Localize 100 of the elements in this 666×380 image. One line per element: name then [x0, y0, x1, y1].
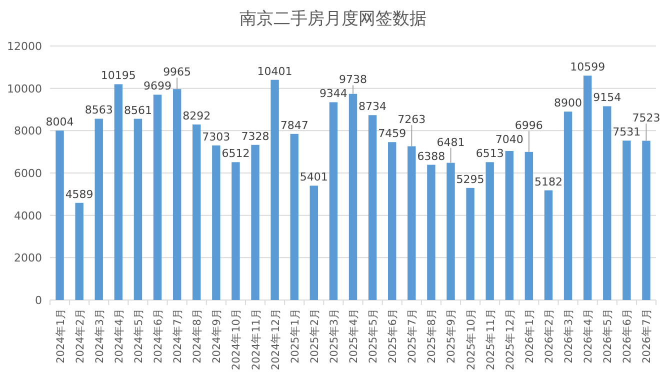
bar [388, 142, 396, 300]
x-tick-label: 2025年5月 [368, 308, 380, 364]
bar [310, 186, 318, 300]
bar [94, 118, 103, 300]
x-tick-label: 2025年8月 [426, 308, 438, 364]
x-tick-label: 2026年4月 [582, 308, 595, 364]
bar [486, 162, 494, 300]
y-tick-label: 10000 [7, 82, 42, 96]
data-label: 7523 [632, 112, 660, 125]
bar [172, 89, 182, 300]
x-tick-label: 2026年2月 [543, 308, 556, 364]
data-label: 10401 [257, 64, 292, 78]
data-label: 7531 [612, 126, 641, 139]
data-label: 10195 [100, 69, 136, 82]
x-tick-label: 2024年3月 [94, 308, 106, 364]
data-label: 7847 [280, 118, 308, 132]
x-tick-label: 2026年1月 [524, 308, 536, 364]
data-label: 6996 [514, 119, 543, 132]
data-label: 7459 [378, 127, 406, 140]
y-tick-label: 12000 [7, 40, 42, 53]
x-tick-label: 2026年7月 [641, 308, 654, 364]
bar [56, 130, 64, 300]
bar [329, 102, 338, 300]
x-tick-label: 2025年1月 [289, 308, 302, 364]
x-tick-label: 2024年2月 [74, 308, 86, 364]
bar [564, 112, 572, 300]
x-tick-label: 2025年7月 [406, 308, 419, 364]
data-label: 5295 [456, 172, 484, 186]
x-tick-label: 2025年9月 [446, 308, 458, 364]
y-tick-label: 8000 [14, 124, 42, 138]
data-label: 9344 [319, 87, 348, 100]
bar [524, 152, 534, 300]
data-label: 4589 [65, 188, 94, 201]
bar [232, 162, 240, 300]
bar [192, 124, 201, 300]
data-label: 8734 [358, 100, 387, 114]
data-label: 5401 [300, 170, 328, 184]
data-label: 8004 [46, 116, 74, 129]
x-tick-label: 2024年6月 [152, 308, 165, 364]
bar [368, 115, 377, 300]
bar [427, 164, 436, 300]
data-label: 6481 [436, 136, 465, 149]
x-tick-label: 2025年10月 [465, 308, 478, 370]
y-tick-label: 0 [35, 294, 42, 307]
x-tick-label: 2026年6月 [622, 308, 634, 364]
x-tick-label: 2025年4月 [348, 308, 360, 364]
bar [505, 150, 514, 300]
data-label: 5182 [534, 175, 562, 188]
bar [75, 202, 84, 300]
y-tick-label: 4000 [14, 209, 42, 222]
data-label: 9965 [163, 66, 192, 79]
data-label: 9738 [339, 73, 367, 86]
x-tick-label: 2024年8月 [192, 308, 204, 364]
bar [134, 118, 142, 300]
bar [642, 140, 650, 300]
bar [348, 94, 358, 300]
x-tick-label: 2026年3月 [563, 308, 576, 364]
bar [408, 146, 416, 300]
data-label: 6388 [417, 150, 446, 163]
x-tick-label: 2024年4月 [113, 308, 126, 364]
bar [446, 162, 455, 300]
bar [251, 144, 260, 300]
bar [466, 188, 474, 300]
x-tick-label: 2025年11月 [484, 308, 497, 370]
data-label: 6512 [222, 147, 250, 160]
x-tick-label: 2025年2月 [308, 308, 321, 364]
x-tick-label: 2025年6月 [387, 308, 400, 364]
data-label: 8292 [182, 109, 211, 122]
data-label: 6513 [476, 147, 504, 160]
bar [153, 94, 162, 300]
data-label: 9699 [144, 80, 172, 93]
x-tick-label: 2024年12月 [270, 308, 282, 370]
x-tick-label: 2024年7月 [172, 308, 184, 364]
y-tick-label: 6000 [14, 167, 42, 180]
bar [290, 134, 298, 300]
x-tick-label: 2026年5月 [602, 308, 614, 364]
data-label: 7263 [398, 113, 426, 126]
data-label: 9154 [593, 91, 622, 104]
x-tick-label: 2024年10月 [230, 308, 243, 370]
x-tick-label: 2024年5月 [132, 308, 145, 364]
bar [212, 145, 220, 300]
data-label: 10599 [570, 60, 606, 74]
bar [622, 140, 631, 300]
bar [583, 76, 592, 300]
chart-title: 南京二手房月度网签数据 [240, 9, 426, 29]
bar [270, 80, 279, 300]
x-tick-label: 2025年3月 [328, 308, 340, 364]
data-label: 8563 [84, 104, 113, 117]
data-label: 7328 [241, 130, 270, 143]
x-tick-label: 2024年11月 [250, 308, 262, 370]
x-tick-label: 2025年12月 [504, 308, 516, 370]
x-tick-label: 2024年9月 [211, 308, 224, 364]
bar [603, 106, 612, 300]
y-tick-label: 2000 [14, 252, 42, 265]
data-label: 8561 [124, 104, 152, 117]
data-label: 7040 [495, 133, 524, 146]
data-label: 8900 [554, 96, 582, 110]
x-tick-label: 2024年1月 [54, 308, 67, 364]
data-label: 7303 [202, 130, 230, 144]
bar [544, 190, 553, 300]
